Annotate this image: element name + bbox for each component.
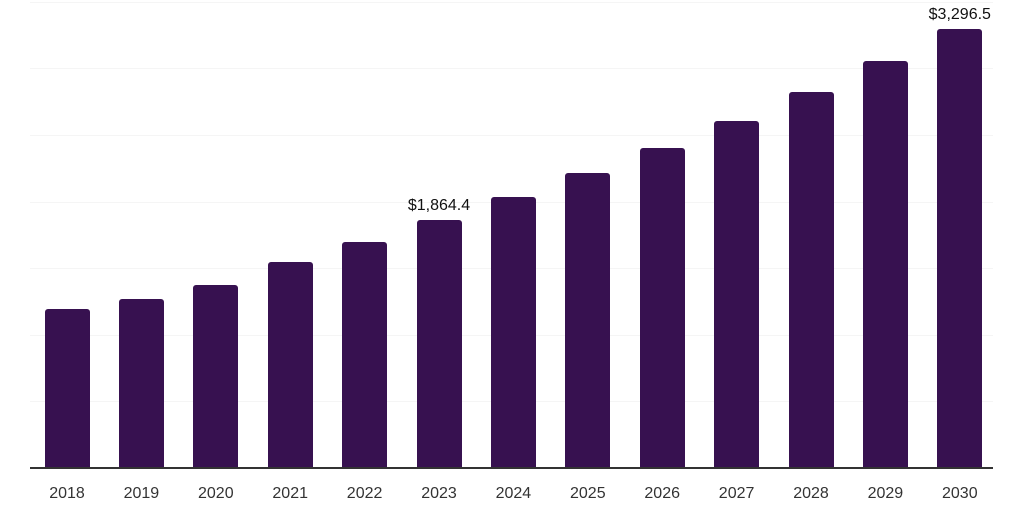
- x-tick-label-2019: 2019: [123, 485, 160, 502]
- x-tick-label-2029: 2029: [867, 485, 904, 502]
- bar-2025: [565, 173, 611, 468]
- x-tick-label-2026: 2026: [644, 485, 680, 502]
- x-axis-line: [30, 467, 993, 469]
- data-label-2023: $1,864.4: [407, 196, 471, 214]
- bar-2019: [118, 299, 164, 468]
- x-tick-label-2028: 2028: [793, 485, 829, 502]
- bar-2030: [937, 28, 983, 468]
- bar-2018: [44, 308, 90, 468]
- x-tick-label-2023: 2023: [421, 485, 457, 502]
- x-tick-label-2025: 2025: [570, 485, 606, 502]
- bar-2022: [342, 241, 388, 468]
- gridline-3500: [30, 1, 993, 3]
- x-tick-label-2027: 2027: [718, 485, 755, 502]
- x-tick-label-2022: 2022: [346, 485, 383, 502]
- bar-2021: [267, 262, 313, 468]
- bar-2023: [416, 219, 462, 468]
- gridline-3000: [30, 68, 993, 70]
- x-tick-label-2024: 2024: [495, 485, 532, 502]
- x-tick-label-2020: 2020: [198, 485, 234, 502]
- bar-2029: [862, 60, 908, 468]
- bar-2024: [490, 196, 536, 468]
- bar-2028: [788, 91, 834, 468]
- gridline-2500: [30, 134, 993, 136]
- data-label-2030: $3,296.5: [928, 5, 991, 23]
- x-tick-label-2030: 2030: [942, 485, 978, 502]
- x-tick-label-2018: 2018: [49, 485, 85, 502]
- bar-2020: [193, 284, 239, 468]
- bar-2026: [639, 147, 685, 468]
- x-tick-label-2021: 2021: [272, 485, 308, 502]
- bar-2027: [714, 120, 760, 468]
